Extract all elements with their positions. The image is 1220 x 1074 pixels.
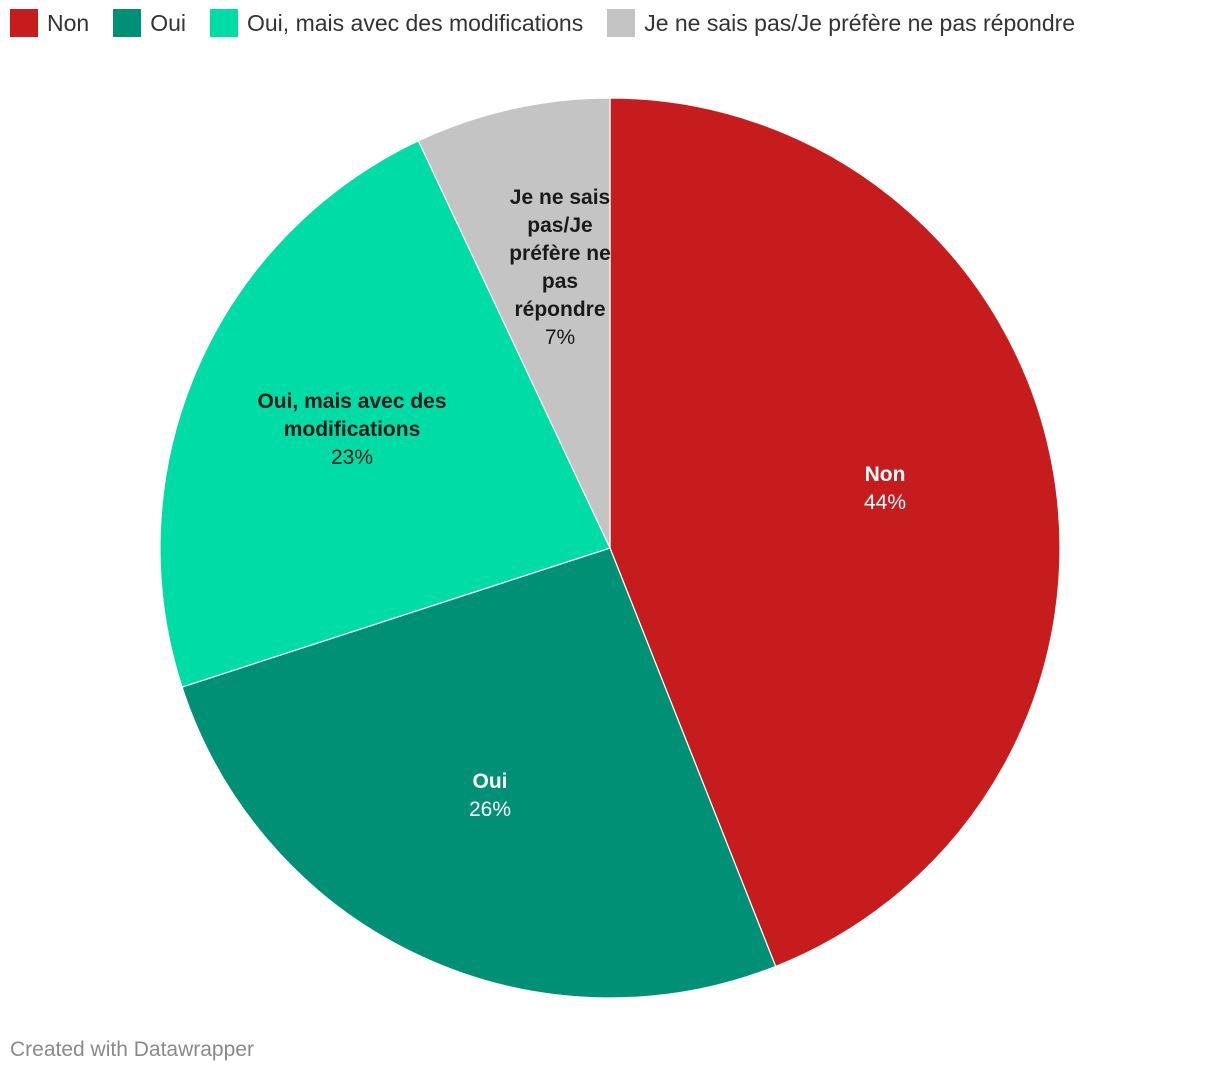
legend-label: Non — [47, 9, 90, 36]
legend: Non Oui Oui, mais avec des modifications Je… — [10, 9, 1075, 37]
pie-label-ne-sais-pas: Je ne sais pas/Je préfère ne pas répondre 7% — [509, 186, 611, 349]
legend-swatch — [10, 9, 38, 37]
pie-slices — [159, 97, 1061, 999]
legend-item-oui: Oui — [113, 9, 186, 37]
pie-label-non: Non 44% — [864, 463, 906, 514]
legend-swatch — [210, 9, 238, 37]
legend-item-ne-sais-pas: Je ne sais pas/Je préfère ne pas répondr… — [607, 9, 1075, 37]
legend-label: Oui, mais avec des modifications — [247, 9, 584, 36]
pie-slice-non — [609, 97, 1061, 968]
legend-swatch — [113, 9, 142, 37]
legend-label: Je ne sais pas/Je préfère ne pas répondr… — [644, 9, 1076, 36]
pie-label-oui-modifications: Oui, mais avec des modifications 23% — [257, 390, 446, 469]
pie-labels: Non 44% Oui 26% Oui, mais avec des modificati… — [257, 186, 906, 821]
legend-label: Oui — [150, 9, 186, 36]
legend-item-oui-modifications: Oui, mais avec des modifications — [210, 9, 583, 37]
pie-slice-oui — [181, 547, 777, 999]
legend-swatch — [607, 9, 636, 37]
pie-slice-oui-modifications — [159, 140, 611, 688]
footer-credit: Created with Datawrapper — [10, 1038, 254, 1061]
pie-label-oui: Oui 26% — [469, 770, 511, 821]
pie-slice-ne-sais-pas — [417, 97, 611, 549]
legend-item-non: Non — [10, 9, 89, 37]
